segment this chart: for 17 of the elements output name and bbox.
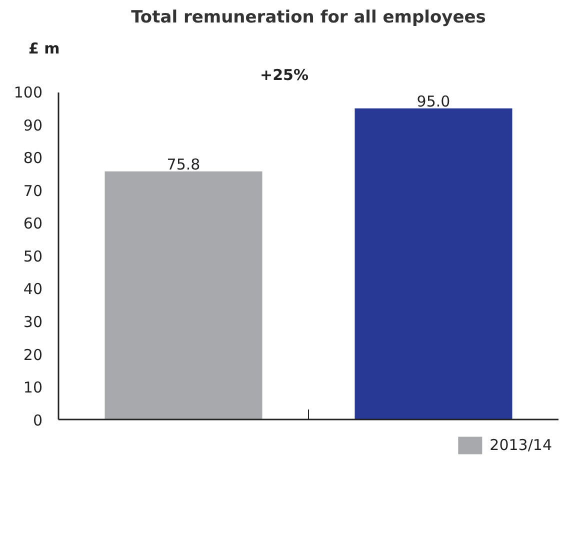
y-tick-label: 10: [23, 378, 43, 397]
text: +25%: [260, 66, 309, 84]
y-tick-label: 20: [23, 346, 43, 364]
y-tick-label: 60: [23, 214, 43, 233]
y-tick-label: 0: [32, 411, 43, 430]
data-label: 75.8: [166, 155, 200, 174]
data-label: 95.0: [416, 92, 450, 110]
y-axis-title: £ m: [28, 40, 60, 58]
chart-title: Total remuneration for all employees: [131, 8, 486, 28]
y-tick-label: 40: [23, 280, 43, 298]
y-tick-label: 50: [23, 247, 43, 266]
y-tick-label: 70: [23, 182, 43, 200]
legend-label: 2013/14: [490, 436, 552, 454]
y-tick-label: 80: [23, 149, 43, 168]
y-tick-label: 100: [14, 84, 43, 102]
y-tick-label: 30: [23, 313, 43, 332]
y-tick-label: 90: [23, 116, 43, 134]
